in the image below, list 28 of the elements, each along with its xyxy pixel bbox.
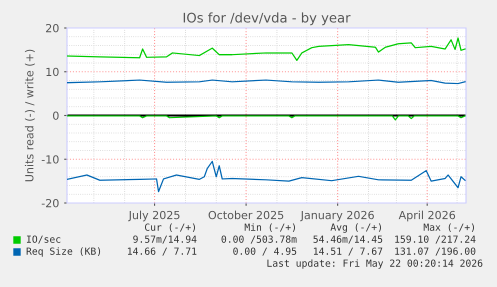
- x-tick-label: April 2026: [398, 210, 456, 222]
- line-series: [67, 37, 466, 61]
- y-tick-label: 0: [53, 111, 59, 120]
- x-tick-label: July 2025: [128, 210, 180, 222]
- x-tick-label: January 2026: [300, 210, 374, 222]
- y-tick-label: 20: [46, 24, 59, 32]
- text: 54.46m/14.45: [313, 235, 382, 244]
- legend-label: Req Size (KB): [26, 247, 100, 257]
- text: 14.51 / 7.67: [314, 247, 382, 256]
- text: Avg (-/+): [330, 223, 381, 233]
- text: 159.10 /217.24: [395, 235, 476, 244]
- text: Max (-/+): [424, 223, 474, 232]
- text: 9.57m/14.94: [133, 235, 197, 244]
- text: Min (-/+): [244, 223, 295, 232]
- text: Last update: Fri May 22 00:20:14 2026: [267, 259, 482, 269]
- y-tick-label: 10: [46, 68, 59, 76]
- text: 0.00 /503.78m: [222, 235, 297, 244]
- y-tick-label: -10: [42, 155, 59, 164]
- text: Cur (-/+): [144, 223, 195, 232]
- y-axis-title: Units read (-) / write (+): [24, 50, 35, 182]
- line-series: [67, 160, 466, 192]
- x-tick-label: October 2025: [208, 210, 284, 220]
- y-tick-label: -20: [42, 198, 59, 208]
- legend-label: IO/sec: [26, 235, 60, 244]
- chart-title: IOs for /dev/vda - by year: [184, 12, 351, 26]
- text: 0.00 / 4.95: [233, 247, 296, 256]
- text: 14.66 / 7.71: [128, 247, 196, 256]
- text: 131.07 /196.00: [395, 247, 476, 256]
